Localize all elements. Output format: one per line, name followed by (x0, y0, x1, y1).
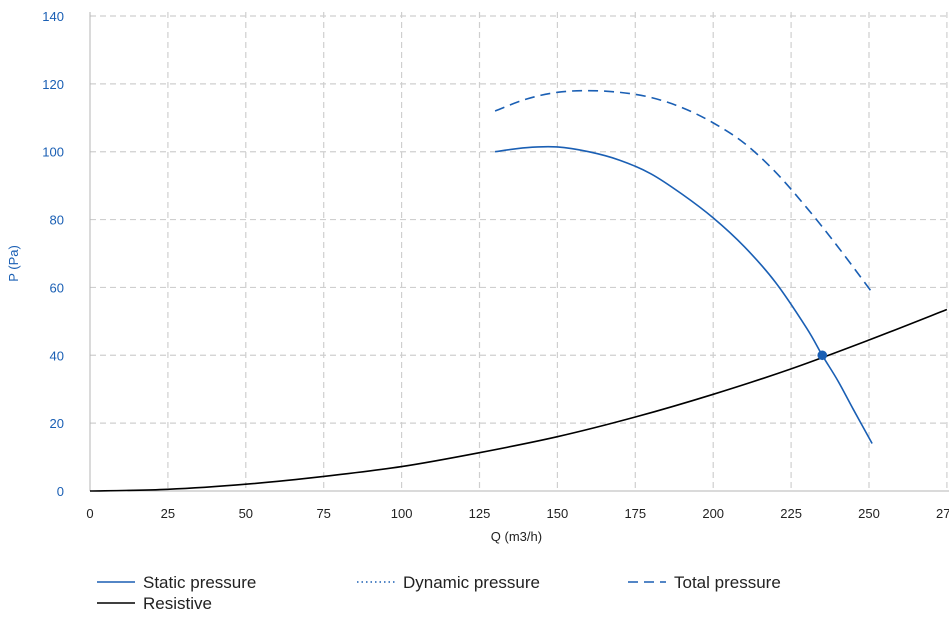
y-axis-title: P (Pa) (6, 245, 21, 282)
x-tick-label: 100 (391, 506, 413, 521)
x-tick-label: 225 (780, 506, 802, 521)
legend-label: Dynamic pressure (403, 573, 540, 592)
x-tick-label: 25 (161, 506, 175, 521)
x-tick-label: 75 (316, 506, 330, 521)
legend: Static pressure Dynamic pressure Total pre… (97, 573, 781, 613)
y-tick-label: 60 (50, 280, 64, 295)
x-tick-label: 275 (936, 506, 949, 521)
axis-layer: 0 25 50 75 100 125 150 175 200 225 250 275 0 20 40 60 80… (42, 9, 949, 521)
legend-item-resistive: Resistive (97, 594, 212, 613)
y-tick-label: 40 (50, 348, 64, 363)
grid-layer (90, 12, 949, 491)
x-tick-label: 200 (702, 506, 724, 521)
series-line-static-pressure (494, 145, 873, 444)
y-tick-label: 140 (42, 9, 64, 24)
x-tick-label: 250 (858, 506, 880, 521)
y-tick-label: 0 (57, 484, 64, 499)
legend-label: Static pressure (143, 573, 256, 592)
series-layer (89, 89, 948, 492)
legend-item-total-pressure: Total pressure (628, 573, 781, 592)
marker-layer (817, 350, 828, 361)
operating-point-marker (817, 350, 828, 361)
series-line-total-pressure (494, 89, 873, 293)
x-tick-label: 0 (86, 506, 93, 521)
x-tick-label: 50 (239, 506, 253, 521)
series-line-resistive (89, 308, 948, 492)
legend-label: Total pressure (674, 573, 781, 592)
x-tick-label: 125 (469, 506, 491, 521)
legend-item-dynamic-pressure: Dynamic pressure (357, 573, 540, 592)
x-tick-label: 175 (624, 506, 646, 521)
y-tick-label: 120 (42, 77, 64, 92)
x-tick-label: 150 (547, 506, 569, 521)
x-axis-title: Q (m3/h) (491, 529, 542, 544)
y-tick-label: 80 (50, 213, 64, 228)
legend-item-static-pressure: Static pressure (97, 573, 256, 592)
legend-label: Resistive (143, 594, 212, 613)
y-tick-label: 100 (42, 145, 64, 160)
y-tick-label: 20 (50, 416, 64, 431)
